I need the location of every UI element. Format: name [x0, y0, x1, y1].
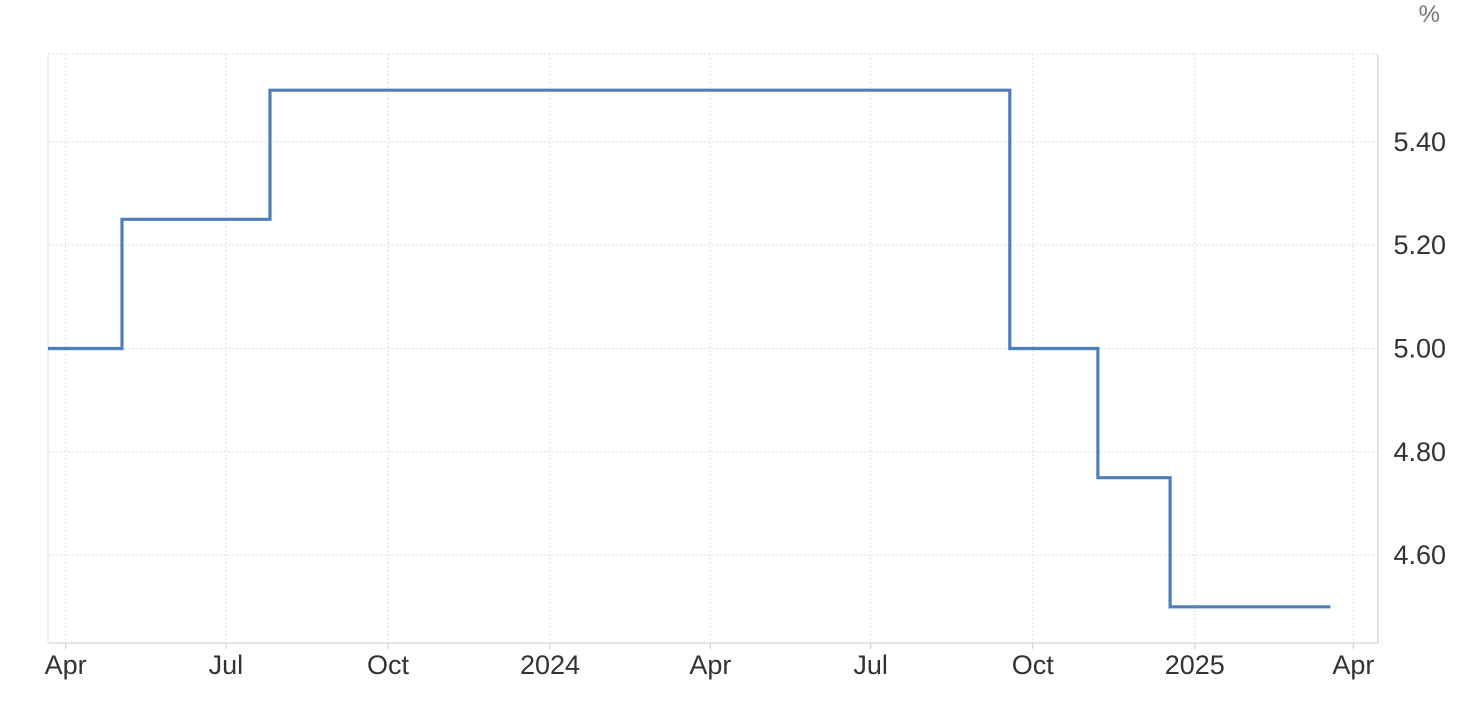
y-tick-label: 5.40 [1393, 127, 1446, 157]
y-tick-label: 5.00 [1393, 334, 1446, 364]
x-tick-label: 2025 [1165, 650, 1225, 680]
x-tick-label: Jul [209, 650, 244, 680]
axis-layer [47, 53, 1379, 649]
x-tick-label: Jul [853, 650, 888, 680]
y-tick-label: 4.80 [1393, 437, 1446, 467]
y-tick-label: 4.60 [1393, 540, 1446, 570]
label-layer: Apr Jul Oct 2024 Apr Jul Oct 2025 Apr 4.60 4.80 5.0… [45, 127, 1446, 680]
y-unit-label: % [1419, 1, 1440, 28]
x-tick-label: Apr [1332, 650, 1374, 680]
grid-layer [48, 54, 1378, 643]
x-tick-label: Oct [1012, 650, 1055, 680]
series-layer [48, 88, 1331, 609]
x-tick-label: Apr [45, 650, 87, 680]
y-tick-label: 5.20 [1393, 230, 1446, 260]
x-tick-label: Oct [367, 650, 410, 680]
x-tick-label: 2024 [520, 650, 580, 680]
x-tick-label: Apr [689, 650, 731, 680]
series-line [48, 88, 1331, 609]
